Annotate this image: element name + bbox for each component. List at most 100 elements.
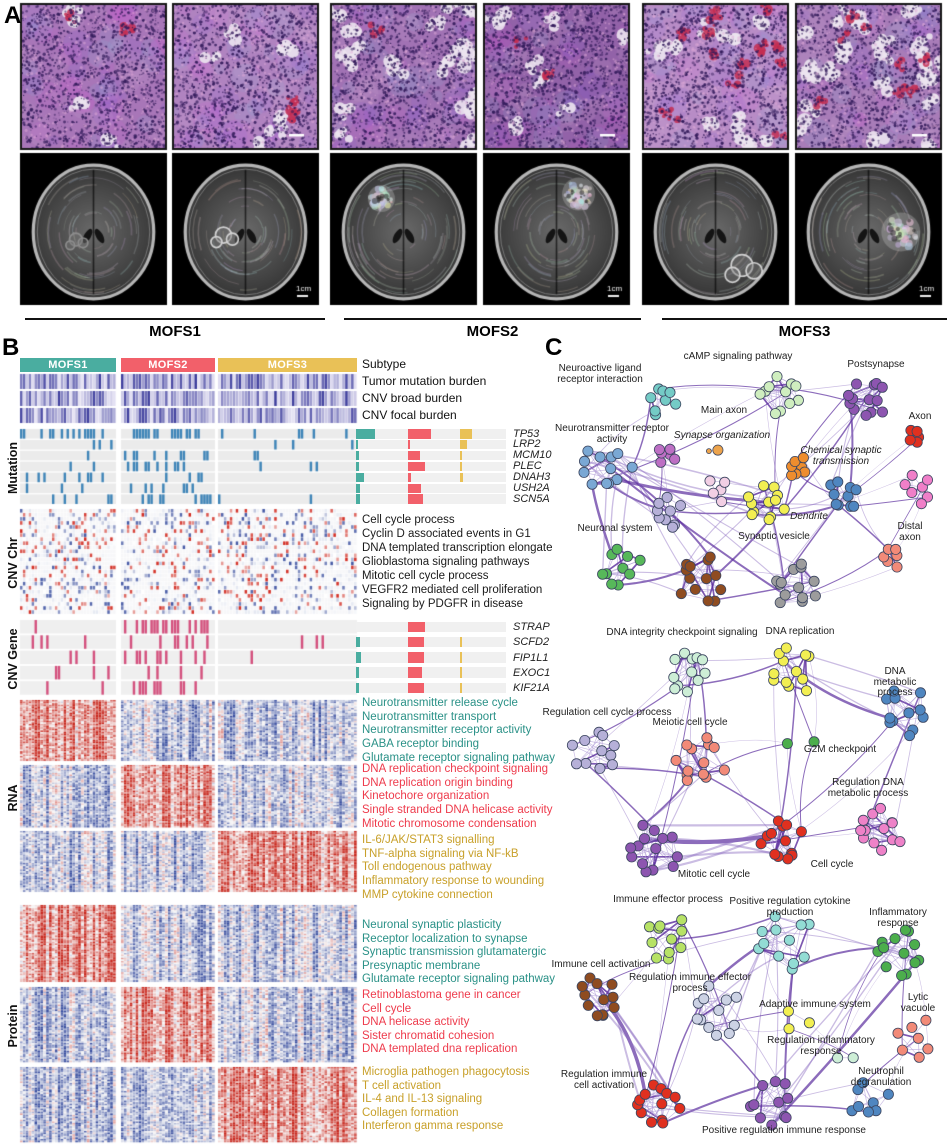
gene-set-label: Sister chromatid cohesion — [362, 1029, 495, 1042]
network-node — [576, 980, 588, 992]
inter-cluster-edge — [837, 966, 887, 1058]
network-node — [676, 925, 688, 937]
network-node — [773, 950, 785, 962]
gene-set-label: DNA helicase activity — [362, 1016, 470, 1029]
network-node — [648, 825, 660, 837]
network-node — [594, 762, 606, 774]
mutation-gene-name: DNAH3 — [513, 471, 551, 484]
inter-cluster-edge — [576, 658, 693, 765]
network-node — [780, 642, 792, 654]
network-node — [594, 451, 606, 463]
network-node — [890, 543, 902, 555]
network-label: Immune cell activation — [551, 959, 651, 970]
network-node — [626, 461, 638, 473]
network-node — [896, 1044, 908, 1056]
network-node — [779, 589, 791, 601]
gene-set-label: Kinetochore organization — [362, 790, 490, 803]
network-node — [723, 1027, 735, 1039]
cnv-gene-bar-mofs1 — [356, 636, 361, 648]
network-node — [884, 712, 896, 724]
gene-set-label: T cell activation — [362, 1079, 442, 1092]
mutation-bar-mofs1 — [356, 472, 365, 483]
cnv-gene-bar-mofs1 — [356, 667, 360, 678]
cnv-gene-bar-row — [356, 682, 506, 694]
mutation-bar-row — [356, 450, 506, 461]
network-node — [892, 1027, 904, 1039]
network-label: Synapse organization — [673, 430, 771, 441]
network-node — [728, 1019, 740, 1031]
network-node — [713, 1004, 725, 1016]
network-node — [781, 819, 793, 831]
network-node — [903, 707, 915, 719]
cnv-gene-bar-mofs2 — [408, 652, 424, 663]
cnv-gene-bar-row — [356, 652, 506, 663]
network-node — [605, 463, 617, 475]
network-node — [679, 647, 691, 659]
network-node — [847, 1052, 859, 1064]
network-node — [666, 831, 678, 843]
mutation-gene-name: TP53 — [513, 427, 540, 440]
network-node — [707, 487, 719, 499]
network-node — [715, 584, 727, 596]
network-node — [891, 561, 903, 573]
mutation-bar-mofs2 — [408, 450, 420, 461]
mutation-bar-row — [356, 494, 506, 504]
network-node — [769, 1076, 781, 1088]
network-node — [597, 568, 609, 580]
network-node — [911, 425, 923, 437]
network-node — [710, 570, 722, 582]
intra-cluster-edge — [651, 1084, 654, 1123]
network-node — [720, 994, 732, 1006]
intra-cluster-edge — [684, 653, 688, 692]
network-node — [699, 667, 711, 679]
inter-cluster-edge — [837, 947, 885, 1058]
network-node — [832, 1052, 844, 1064]
inter-cluster-edge — [610, 467, 786, 596]
inter-cluster-edge — [734, 1025, 790, 1033]
network-label: Main axon — [700, 405, 748, 416]
network-node — [909, 939, 921, 951]
network-node — [754, 388, 766, 400]
cnv-gene-name: SCFD2 — [513, 636, 550, 649]
network-node — [915, 687, 927, 699]
intra-cluster-edge — [886, 698, 910, 736]
mutation-bar-mofs1 — [356, 450, 360, 461]
inter-cluster-edge — [708, 1010, 789, 1028]
network-label: Regulation cell cycle process — [542, 707, 672, 718]
network-node — [906, 1021, 918, 1033]
network-node — [790, 666, 802, 678]
network-node — [758, 480, 770, 492]
intra-cluster-edge — [760, 1081, 776, 1119]
network-node — [780, 1112, 792, 1124]
network-node — [664, 386, 676, 398]
network-node — [646, 1116, 658, 1128]
network-label: Synaptic vesicle — [738, 531, 810, 542]
mutation-bar-row — [356, 472, 506, 483]
network-node — [770, 924, 782, 936]
cnv-chr-pathway: Cyclin D associated events in G1 — [362, 528, 531, 540]
cnv-gene-bar-mofs2 — [408, 636, 424, 648]
network-node — [712, 444, 724, 456]
network-node — [682, 765, 694, 777]
network-node — [862, 1106, 874, 1118]
network-node — [598, 994, 610, 1006]
gene-set-label: DNA replication checkpoint signaling — [362, 763, 549, 775]
network-label: Positive regulation cytokine production — [729, 896, 851, 918]
gene-set-label: Neuronal synaptic plasticity — [362, 919, 502, 931]
network-node — [808, 736, 820, 748]
gene-set-label: IL-6/JAK/STAT3 signalling — [362, 834, 495, 846]
cnv-gene-bar-mofs2 — [408, 682, 424, 694]
intra-cluster-edge — [642, 825, 654, 871]
network-node — [661, 491, 673, 503]
mutation-bar-row — [356, 483, 506, 494]
inter-cluster-edge — [780, 548, 889, 604]
subtype-header-mofs1: MOFS1 — [20, 358, 116, 372]
network-node — [608, 740, 620, 752]
inter-cluster-edge — [780, 566, 898, 603]
network-node — [663, 946, 675, 958]
inter-cluster-edge — [686, 569, 815, 582]
inter-cluster-edge — [662, 1084, 763, 1124]
mutation-bar-mofs2 — [408, 429, 432, 439]
network-node — [701, 732, 713, 744]
gene-set-label: Inflammatory response to wounding — [362, 875, 545, 888]
